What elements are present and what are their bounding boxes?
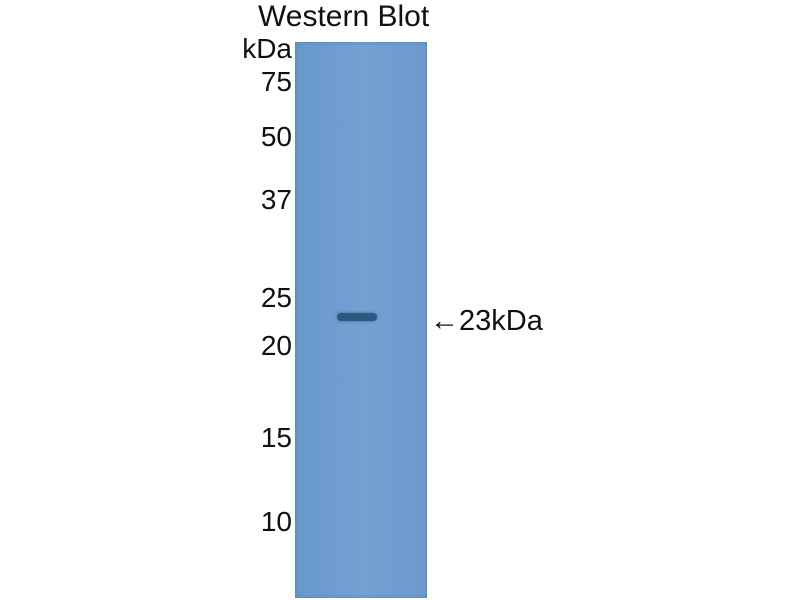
figure-title: Western Blot xyxy=(258,0,430,33)
marker-75: 75 xyxy=(260,66,292,97)
marker-50: 50 xyxy=(260,121,292,152)
band-size-label: 23kDa xyxy=(459,305,543,337)
unit-label: kDa xyxy=(242,33,292,64)
arrow-left-icon: ← xyxy=(430,305,459,337)
marker-10: 10 xyxy=(260,506,292,537)
protein-band xyxy=(337,313,377,321)
marker-20: 20 xyxy=(260,330,292,361)
band-callout: ←23kDa xyxy=(430,305,543,337)
marker-15: 15 xyxy=(260,422,292,453)
marker-37: 37 xyxy=(260,184,292,215)
marker-25: 25 xyxy=(260,282,292,313)
